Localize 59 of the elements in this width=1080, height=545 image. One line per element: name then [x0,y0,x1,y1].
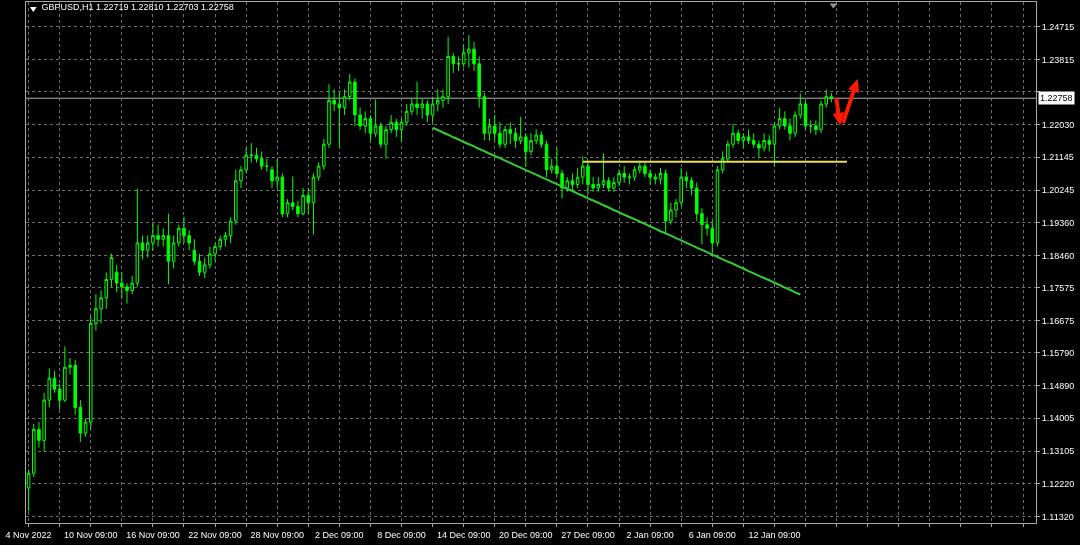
y-tick-label: 1.23815 [1041,54,1075,65]
line-series [431,126,802,296]
candlestick [513,127,518,149]
candlestick [140,235,145,260]
y-tick-label: 1.16675 [1041,315,1075,326]
y-tick-label: 1.12220 [1041,478,1075,489]
x-tick-label: 4 Nov 2022 [5,529,52,540]
candlestick [249,142,254,163]
candlestick [285,198,290,218]
x-tick-label: 14 Dec 09:00 [436,529,491,540]
candlestick [399,118,404,143]
x-tick-label: 10 Nov 09:00 [63,529,118,540]
y-tick-label: 1.22030 [1041,120,1075,130]
candlestick [52,370,57,394]
x-tick-label: 20 Dec 09:00 [499,529,553,540]
candlestick [265,158,269,173]
candlestick [166,213,171,285]
y-tick-label: 1.24715 [1041,21,1075,32]
y-tick-label: 1.14005 [1041,413,1075,424]
candlestick [808,119,813,134]
candlestick [192,238,197,266]
candlestick [368,114,373,142]
x-tick-label: 22 Nov 09:00 [188,529,242,540]
y-tick-label: 1.20245 [1041,185,1075,196]
y-tick-label: 1.18460 [1041,250,1075,261]
chart-title: GBPUSD,H1 1.22719 1.22810 1.22703 1.22758 [41,1,234,12]
candlestick [570,172,575,193]
ref-line-label: 1.22758 [1040,93,1073,103]
candlestick [342,88,347,116]
y-tick-label: 1.21145 [1041,152,1074,163]
candlestick [746,129,751,145]
candlestick [259,151,264,171]
candlestick [803,99,808,131]
candlestick [197,253,202,277]
x-tick-label: 28 Nov 09:00 [250,529,304,540]
candlestick [772,121,777,168]
candlestick [627,172,632,185]
candlestick [311,172,316,236]
x-tick-label: 27 Dec 09:00 [561,529,615,540]
candlestick [254,147,259,163]
y-tick-label: 1.14890 [1041,381,1075,392]
y-tick-label: 1.11320 [1041,511,1074,522]
x-tick-label: 2 Dec 09:00 [315,529,364,540]
y-tick-label: 1.13105 [1041,446,1075,457]
x-tick-label: 2 Jan 09:00 [626,529,674,540]
candlestick [601,152,606,189]
y-tick-label: 1.17575 [1041,282,1075,293]
candlestick [109,253,114,288]
candlestick [658,167,663,185]
y-tick-label: 1.19360 [1041,217,1075,228]
x-tick-label: 8 Dec 09:00 [377,529,426,540]
candlestick [487,118,492,142]
y-tick-label: 1.15790 [1041,348,1075,359]
candlestick [689,176,694,196]
x-tick-label: 12 Jan 09:00 [748,529,801,540]
candlestick [83,417,88,438]
x-tick-label: 6 Jan 09:00 [688,529,736,540]
candlestick [456,55,461,72]
x-tick-label: 16 Nov 09:00 [126,529,180,540]
